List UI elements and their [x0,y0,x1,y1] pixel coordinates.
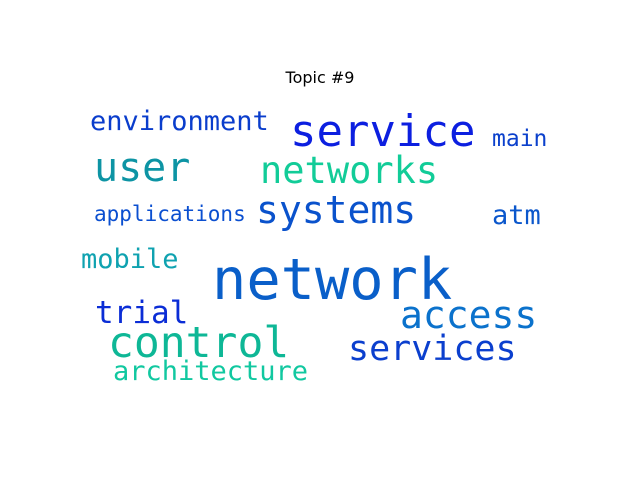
word-main: main [492,126,548,152]
word-architecture: architecture [113,356,309,387]
word-services: services [348,329,517,369]
word-user: user [94,145,191,191]
word-control: control [108,318,290,368]
word-networks: networks [260,149,439,192]
word-systems: systems [256,188,417,232]
word-applications: applications [94,202,246,226]
word-access: access [400,293,538,337]
word-atm: atm [492,200,541,231]
word-trial: trial [95,295,189,331]
word-network: network [212,247,453,313]
word-cloud: network service systems networks user ac… [80,96,560,396]
word-service: service [290,106,476,157]
plot-title: Topic #9 [285,68,355,87]
word-mobile: mobile [81,244,179,275]
word-environment: environment [90,106,269,137]
